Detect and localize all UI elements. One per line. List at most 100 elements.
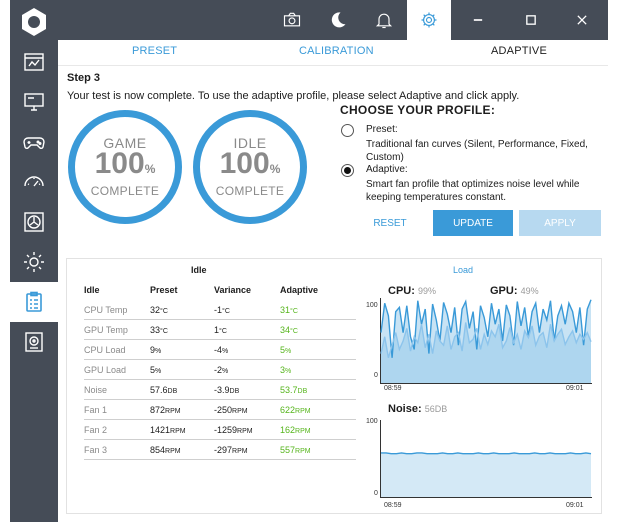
reset-button[interactable]: RESET	[373, 217, 407, 229]
variance-cell-unit: %	[222, 348, 229, 355]
settings-button[interactable]	[407, 0, 451, 40]
variance-cell-value: -297	[214, 445, 233, 455]
load-chart	[380, 298, 592, 384]
adaptive-cell: 34°C	[280, 325, 298, 335]
update-button[interactable]: UPDATE	[433, 210, 513, 236]
adaptive-cell: 31°C	[280, 305, 298, 315]
row-label: CPU Load	[84, 345, 126, 355]
preset-cell: 872RPM	[150, 405, 181, 415]
preset-cell: 854RPM	[150, 445, 181, 455]
gpu-label: GPU: 49%	[490, 285, 539, 297]
row-label-value: GPU Temp	[84, 325, 128, 335]
adaptive-option-desc: Smart fan profile that optimizes noise l…	[366, 179, 580, 203]
adaptive-radio[interactable]	[341, 164, 354, 177]
moon-icon	[331, 12, 346, 28]
tab-preset[interactable]: PRESET	[132, 45, 178, 57]
y-tick-label: 0	[374, 372, 378, 379]
variance-cell: -1259RPM	[214, 425, 253, 435]
fan-icon	[24, 212, 44, 232]
x-tick-label: 09:01	[566, 385, 584, 392]
y-tick-label: 0	[374, 490, 378, 497]
adaptive-cell-value: 5	[280, 345, 286, 355]
close-button[interactable]	[558, 0, 606, 40]
variance-cell-unit: °C	[222, 308, 230, 315]
sidebar-item-gaming[interactable]	[10, 122, 58, 162]
game-progress-ring: GAME 100% COMPLETE	[68, 110, 182, 224]
maximize-button[interactable]	[507, 0, 555, 40]
variance-cell: 1°C	[214, 325, 227, 335]
adaptive-cell-value: 622	[280, 405, 296, 415]
sidebar-item-dashboard[interactable]	[10, 42, 58, 82]
tab-adaptive[interactable]: ADAPTIVE	[491, 45, 548, 57]
table-row: CPU Temp 32°C -1°C 31°C	[84, 300, 356, 320]
sidebar-item-storage[interactable]	[10, 322, 58, 362]
adaptive-cell-unit: RPM	[295, 428, 311, 435]
notifications-button[interactable]	[360, 0, 408, 40]
variance-cell-value: -250	[214, 405, 233, 415]
monitor-icon	[24, 93, 44, 111]
camera-icon	[283, 12, 301, 27]
adaptive-cell-value: 53.7	[280, 385, 298, 395]
adaptive-cell: 3%	[280, 365, 291, 375]
preset-cell-value: 9	[150, 345, 156, 355]
screenshot-button[interactable]	[268, 0, 316, 40]
clipboard-icon	[26, 291, 42, 312]
preset-cell: 9%	[150, 345, 161, 355]
row-label: CPU Temp	[84, 305, 127, 315]
y-tick-label: 100	[366, 302, 378, 309]
sidebar-item-monitor[interactable]	[10, 82, 58, 122]
sidebar-item-fans[interactable]	[10, 202, 58, 242]
cpu-value: 99%	[417, 286, 436, 296]
variance-cell: -3.9DB	[214, 385, 239, 395]
ring-label: IDLE	[233, 135, 267, 151]
apply-button[interactable]: APPLY	[519, 210, 601, 236]
table-row: GPU Temp 33°C 1°C 34°C	[84, 320, 356, 340]
variance-cell-unit: %	[222, 368, 229, 375]
adaptive-cell-unit: %	[285, 348, 292, 355]
chart-axis	[380, 420, 592, 498]
preset-cell-unit: DB	[167, 388, 178, 395]
adaptive-cell-value: 34	[280, 325, 291, 335]
row-label-value: GPU Load	[84, 365, 127, 375]
adaptive-cell: 622RPM	[280, 405, 311, 415]
gear-icon	[421, 12, 437, 28]
preset-radio[interactable]	[341, 124, 354, 137]
preset-cell-value: 33	[150, 325, 161, 335]
preset-cell-value: 872	[150, 405, 166, 415]
table-row: Fan 1 872RPM -250RPM 622RPM	[84, 400, 356, 420]
adaptive-cell-unit: %	[285, 368, 292, 375]
minimize-button[interactable]	[454, 0, 502, 40]
x-tick-label: 08:59	[384, 385, 402, 392]
adaptive-cell: 557RPM	[280, 445, 311, 455]
variance-cell-unit: RPM	[232, 408, 248, 415]
night-mode-button[interactable]	[314, 0, 362, 40]
variance-cell-value: -4	[214, 345, 223, 355]
column-header: Preset	[150, 285, 178, 295]
variance-cell: -4%	[214, 345, 228, 355]
preset-cell: 1421RPM	[150, 425, 186, 435]
ring-number: 100	[94, 147, 145, 180]
gpu-value: 49%	[520, 286, 539, 296]
row-label-value: Noise	[84, 385, 108, 395]
y-tick-label: 100	[366, 418, 378, 425]
sidebar-item-performance[interactable]	[10, 162, 58, 202]
row-label: Fan 1	[84, 405, 107, 415]
table-row: CPU Load 9% -4% 5%	[84, 340, 356, 360]
variance-cell: -1°C	[214, 305, 230, 315]
noise-label-text: Noise:	[388, 403, 422, 415]
step-heading: Step 3	[67, 72, 101, 84]
adaptive-cell-unit: RPM	[295, 448, 311, 455]
ring-value: 100%	[200, 147, 300, 181]
preset-cell: 5%	[150, 365, 161, 375]
preset-cell-unit: °C	[160, 308, 168, 315]
sidebar-item-adaptive-test[interactable]	[10, 282, 58, 322]
cpu-label-text: CPU:	[388, 285, 415, 297]
close-icon	[577, 15, 587, 25]
adaptive-cell-unit: °C	[290, 308, 298, 315]
table-row: Noise 57.6DB -3.9DB 53.7DB	[84, 380, 356, 400]
noise-chart	[380, 420, 592, 498]
preset-cell-unit: °C	[160, 328, 168, 335]
sidebar-item-lighting[interactable]	[10, 242, 58, 282]
tab-calibration[interactable]: CALIBRATION	[299, 45, 374, 57]
x-tick-label: 09:01	[566, 502, 584, 509]
